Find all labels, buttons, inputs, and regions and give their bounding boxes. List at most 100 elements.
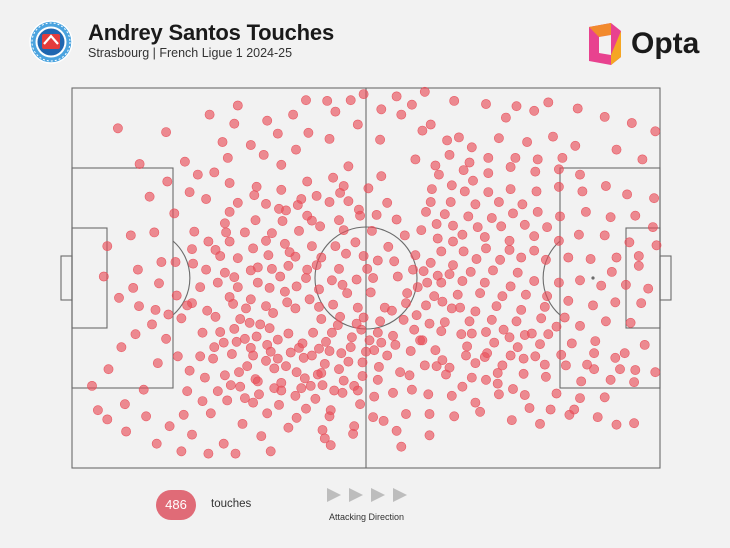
right-penalty-spot	[591, 276, 595, 280]
touch-point	[277, 216, 288, 226]
touch-point	[491, 301, 502, 311]
touch-point	[535, 418, 545, 429]
touch-point	[251, 181, 262, 192]
touch-point	[263, 250, 274, 261]
touch-point	[532, 206, 543, 217]
touch-point	[479, 277, 490, 288]
touch-point	[630, 365, 641, 375]
touch-point	[395, 367, 405, 378]
touch-point	[224, 206, 235, 217]
touch-point	[497, 291, 508, 302]
touch-point	[224, 236, 235, 247]
touch-point	[245, 294, 256, 305]
touch-point	[391, 91, 402, 102]
touch-point	[172, 351, 183, 362]
touch-point	[256, 431, 267, 441]
touch-point	[444, 269, 455, 280]
touch-point	[365, 287, 376, 298]
touch-point	[335, 187, 345, 198]
touch-point	[589, 364, 599, 375]
touch-point	[457, 229, 468, 240]
touch-point	[401, 298, 411, 308]
touch-point	[539, 301, 550, 312]
page-subtitle: Strasbourg | French Ligue 1 2024-25	[88, 46, 293, 60]
touch-point	[508, 208, 518, 219]
touch-point	[497, 360, 508, 371]
touch-point	[425, 197, 436, 207]
touch-point	[457, 276, 468, 286]
touch-point	[218, 438, 229, 449]
touch-point	[311, 190, 322, 201]
touch-point	[316, 368, 327, 378]
touch-point	[141, 411, 151, 422]
touch-point	[492, 368, 503, 378]
touch-point	[294, 225, 304, 236]
touch-point	[149, 227, 160, 238]
touch-point	[199, 372, 210, 383]
touch-point	[605, 212, 616, 223]
touch-point	[245, 342, 256, 353]
touch-point	[563, 252, 574, 263]
touch-point	[258, 149, 269, 160]
touch-point	[262, 408, 273, 419]
touch-point	[436, 326, 447, 337]
touch-point	[231, 336, 242, 347]
touch-point	[470, 199, 481, 210]
touch-point	[330, 106, 341, 117]
touch-point	[498, 324, 509, 335]
touch-point	[417, 125, 428, 136]
touch-point	[410, 154, 421, 165]
touch-point	[471, 254, 482, 264]
touch-point	[154, 278, 164, 289]
touch-point	[345, 342, 356, 353]
touch-point	[559, 312, 570, 323]
touch-point	[466, 328, 477, 339]
touch-point	[151, 438, 162, 449]
touch-point	[396, 441, 407, 452]
touch-point	[326, 275, 337, 286]
touch-point	[375, 316, 385, 327]
touch-point	[423, 389, 434, 400]
touch-point	[362, 263, 373, 274]
touch-point	[215, 251, 226, 261]
touch-point	[281, 361, 291, 372]
touch-point	[130, 329, 141, 340]
touch-point	[633, 260, 644, 271]
touch-point	[310, 393, 321, 404]
touch-point	[500, 112, 511, 123]
touch-point	[361, 346, 371, 357]
touch-point	[615, 364, 625, 375]
attacking-direction-label: Attacking Direction	[329, 512, 405, 522]
touch-point	[576, 376, 587, 387]
touch-point	[132, 264, 143, 275]
touch-point	[314, 284, 324, 295]
touch-point	[422, 277, 433, 288]
touch-point	[611, 144, 622, 155]
touch-point	[326, 327, 337, 338]
touch-point	[599, 392, 610, 403]
touch-point	[255, 319, 266, 330]
touch-point	[599, 230, 610, 241]
touch-point	[276, 159, 287, 170]
touch-point	[125, 230, 136, 241]
touch-point	[554, 181, 564, 192]
touch-point	[596, 280, 607, 291]
touch-point	[424, 318, 435, 329]
touch-point	[463, 211, 474, 222]
touch-point	[241, 303, 251, 314]
opta-logo-icon	[589, 23, 621, 65]
touch-point	[554, 277, 564, 288]
touch-point	[481, 374, 491, 385]
touch-point	[557, 152, 568, 163]
touch-point	[264, 323, 275, 334]
touch-point	[182, 386, 193, 397]
touch-point	[505, 350, 516, 361]
touch-point	[481, 243, 491, 254]
touch-point	[232, 282, 243, 292]
touch-point	[496, 221, 507, 232]
touch-point	[170, 257, 181, 267]
touch-point	[621, 279, 631, 290]
touch-point	[629, 418, 639, 429]
touch-point	[334, 364, 344, 375]
touch-point	[296, 383, 307, 394]
